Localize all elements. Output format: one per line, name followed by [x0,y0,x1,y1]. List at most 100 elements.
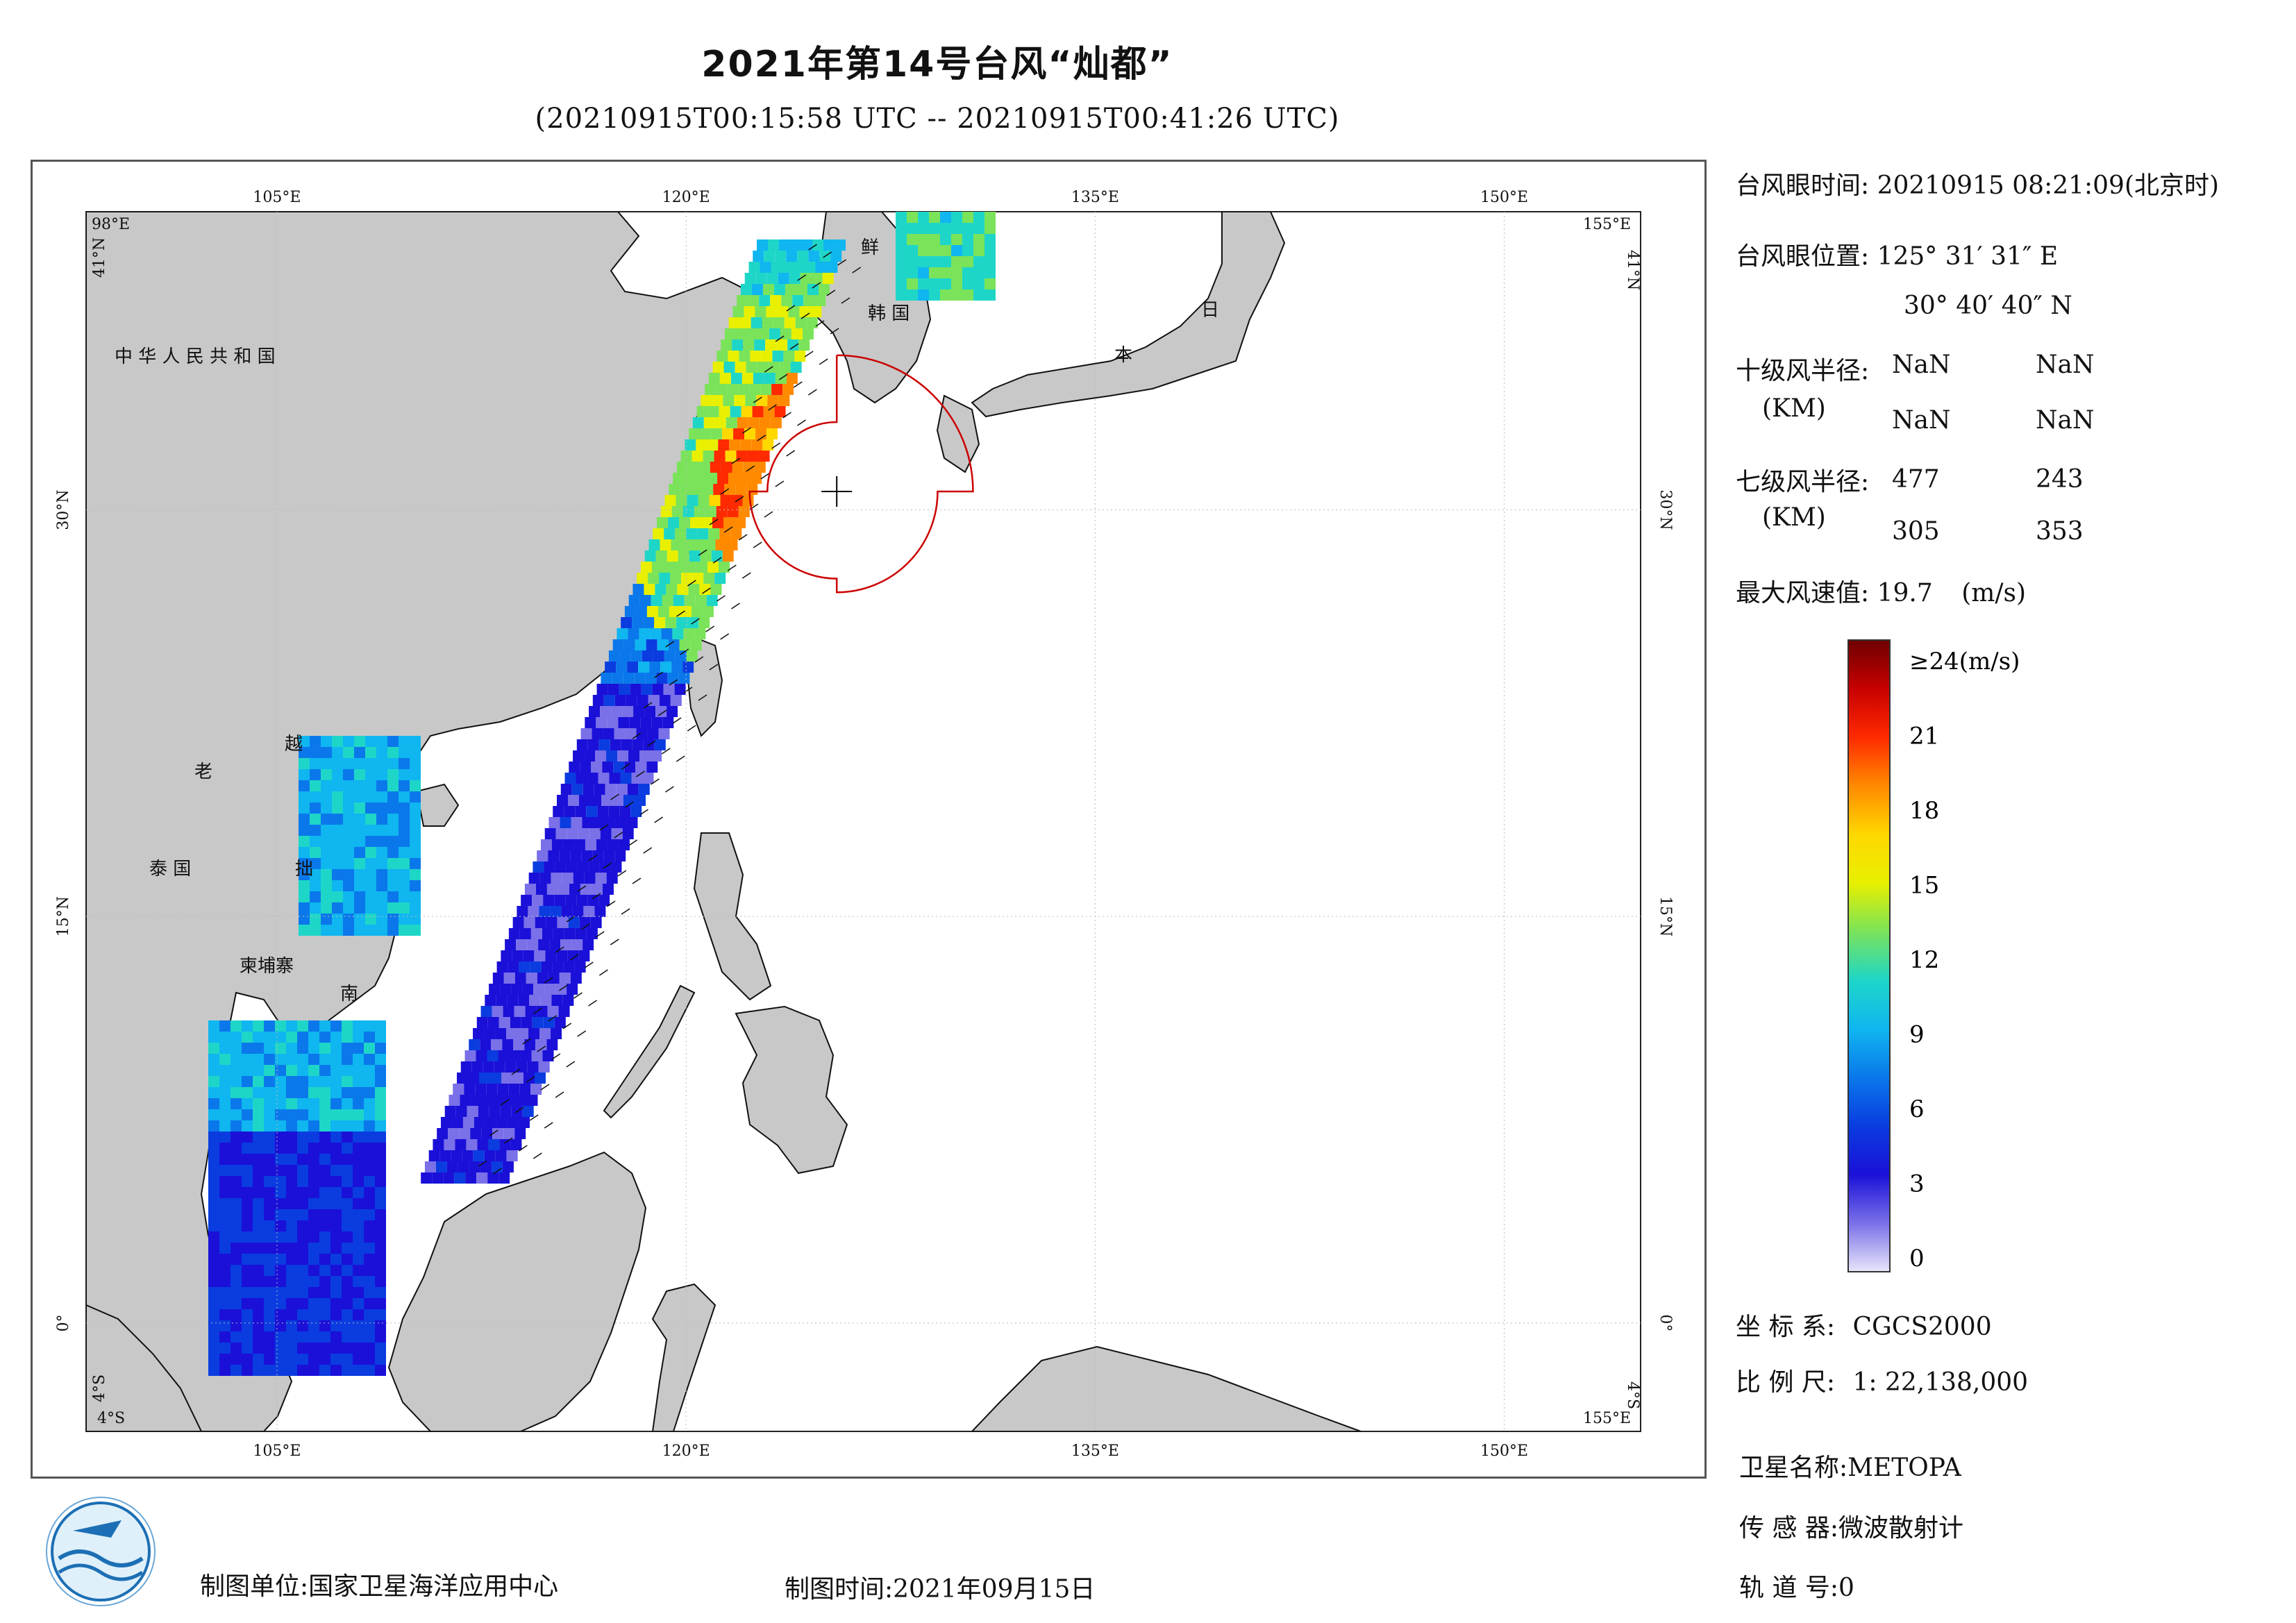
wind-cell [299,791,310,802]
r10-value-sw: NaN [1892,406,1951,435]
wind-cell [299,802,310,814]
wind-cell [707,406,719,417]
wind-cell [682,662,694,673]
wind-cell [286,1165,297,1176]
wind-cell [376,847,387,858]
wind-cell [664,528,676,539]
wind-cell [685,439,696,451]
wind-cell [596,717,607,728]
wind-cell [297,1309,308,1320]
land-japan [971,212,1286,418]
wind-cell [342,1265,353,1276]
wind-barb [694,656,704,663]
lon-tick-bottom: 135°E [1071,1443,1119,1460]
wind-cell [719,406,730,417]
wind-cell [498,1050,510,1061]
wind-cell [319,1120,330,1132]
wind-cell [365,914,376,925]
wind-cell [609,773,621,784]
wind-cell [286,1209,297,1220]
wind-cell [614,850,626,861]
wind-cell [465,1172,477,1184]
wind-cell [275,1165,286,1176]
wind-cell [669,606,680,617]
wind-cell [264,1198,275,1209]
wind-cell [208,1254,219,1265]
wind-cell [375,1076,386,1087]
wind-cell [706,595,718,606]
wind-cell [751,284,763,295]
wind-cell [354,891,365,902]
wind-cell [653,528,664,539]
wind-cell [446,1161,458,1172]
wind-cell [364,1087,375,1098]
wind-cell [583,784,594,795]
wind-cell [308,1209,319,1220]
wind-cell [353,1065,364,1076]
footer-date: 制图时间:2021年09月15日 [785,1569,1095,1605]
wind-cell [410,847,421,858]
wind-cell [716,506,728,517]
wind-cell [728,351,739,362]
wind-cell [353,1154,364,1165]
wind-cell [208,1120,219,1132]
wind-cell [621,739,632,750]
wind-cell [319,1187,330,1198]
wind-cell [787,339,799,351]
max-wind-unit: (m/s) [1961,579,2027,607]
wind-cell [475,1084,487,1095]
graticule [86,212,1641,1431]
wind-cell [275,1076,286,1087]
wind-cell [342,1043,353,1054]
wind-cell [264,1309,275,1320]
wind-barb [782,412,791,419]
wind-cell [725,451,737,462]
wind-cell [330,1343,342,1354]
corner-tl-lat: 41°N [91,237,108,278]
wind-cell [666,584,678,595]
wind-cell [769,328,780,339]
wind-cell [766,306,778,317]
wind-cell [376,836,387,847]
wind-cell [253,1365,264,1376]
wind-cell [647,728,659,739]
wind-cell [297,1032,308,1043]
wind-cell [231,1220,242,1231]
wind-cell [487,1172,499,1184]
wind-cell [740,284,752,295]
wind-cell [440,1117,452,1128]
wind-cell [299,836,310,847]
wind-cell [664,650,676,662]
wind-cell [410,736,421,747]
wind-cell [739,351,751,362]
wind-cell [635,762,647,773]
wind-cell [264,1054,275,1065]
wind-cell [353,1331,364,1343]
wind-cell [299,925,310,936]
wind-cell [242,1198,253,1209]
wind-cell [399,736,410,747]
wind-cell [375,1220,386,1231]
label-laos: 老 [194,762,212,782]
colorbar-label: ≥24(m/s) [1909,648,2020,675]
wind-cell [253,1032,264,1043]
wind-cell [342,1020,353,1032]
wind-cell [354,802,365,814]
wind-cell [548,817,560,828]
wind-cell [744,428,756,439]
wind-cell [522,984,534,995]
wind-cell [760,384,772,395]
wind-cell [576,739,588,750]
wind-cell [376,902,387,914]
wind-cell [253,1331,264,1343]
wind-cell [476,1017,488,1028]
wind-cell [353,1032,364,1043]
wind-cell [321,902,332,914]
wind-cell [623,639,635,650]
wind-cell [504,1095,516,1106]
wind-cell [286,1043,297,1054]
crs-value: CGCS2000 [1852,1313,1992,1341]
wind-barb [812,282,821,289]
wind-cell [603,728,614,739]
wind-cell [764,373,776,384]
